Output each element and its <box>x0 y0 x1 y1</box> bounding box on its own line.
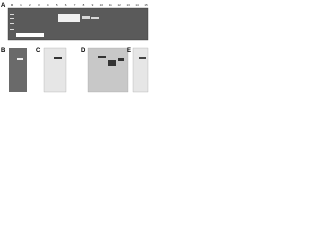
gel-e <box>132 47 149 93</box>
panel-label: C <box>36 48 41 54</box>
lane-label: 6 <box>65 3 67 7</box>
lane-label: 9 <box>92 3 94 7</box>
panel-label: B <box>1 48 6 54</box>
lane-label: 7 <box>74 3 76 7</box>
lane-label: M <box>11 3 14 7</box>
band <box>58 14 80 22</box>
bands-a <box>10 14 99 30</box>
band <box>118 58 124 61</box>
bands-d <box>98 56 124 66</box>
gel-a-border <box>7 7 149 41</box>
figure: A B C D E M 1 2 3 4 5 6 7 8 9 10 11 12 13 14 15 <box>1 3 149 93</box>
lane-label: 12 <box>118 3 122 7</box>
gel-c <box>43 47 67 93</box>
band <box>10 29 14 30</box>
lane-label: 13 <box>126 3 130 7</box>
lane-label: 5 <box>56 3 58 7</box>
band <box>91 17 99 19</box>
band <box>17 58 23 60</box>
band <box>10 23 14 24</box>
lane-label: 8 <box>83 3 85 7</box>
lane-label: 4 <box>47 3 49 7</box>
band <box>139 57 146 59</box>
gel-d <box>87 47 129 93</box>
band <box>98 56 106 58</box>
panel-label: E <box>127 48 131 54</box>
gel-b <box>9 48 27 92</box>
lane-label: 11 <box>109 3 112 7</box>
band <box>10 14 14 15</box>
band <box>108 60 116 66</box>
label-box <box>16 33 44 37</box>
panel-label: A <box>1 3 6 9</box>
band <box>10 18 14 19</box>
panel-label: D <box>81 48 86 54</box>
lane-label: 3 <box>38 3 40 7</box>
lane-label: 15 <box>144 3 148 7</box>
band <box>82 16 90 19</box>
lane-label: 1 <box>20 3 22 7</box>
band <box>54 57 62 59</box>
lane-label: 14 <box>135 3 139 7</box>
lane-label: 2 <box>29 3 31 7</box>
lane-label: 10 <box>100 3 104 7</box>
